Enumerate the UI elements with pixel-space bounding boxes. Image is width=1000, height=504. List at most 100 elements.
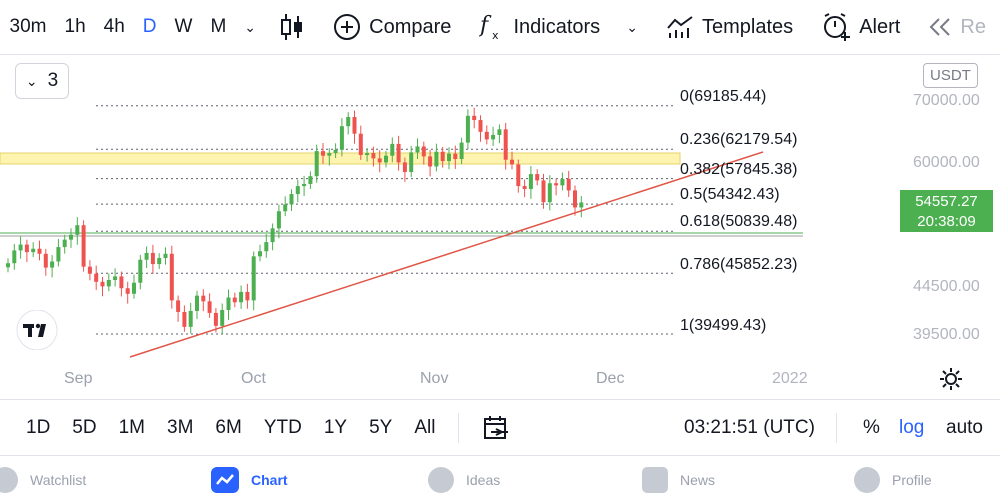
- timeframe-d[interactable]: D: [142, 16, 157, 37]
- nav-profile-label: Profile: [892, 472, 932, 488]
- divider: [458, 412, 460, 443]
- fib-label-0382: 0.382(57845.38): [680, 161, 798, 178]
- range-1d[interactable]: 1D: [26, 416, 51, 438]
- timeframe-4h[interactable]: 4h: [103, 16, 125, 37]
- date-range-icon[interactable]: [483, 415, 509, 441]
- candle: [37, 248, 42, 254]
- nav-chart[interactable]: Chart: [211, 467, 288, 493]
- candle: [69, 234, 73, 240]
- templates-button[interactable]: Templates: [652, 0, 807, 54]
- x-axis-label: Sep: [64, 370, 93, 387]
- candle: [566, 178, 571, 191]
- y-axis-label: 60000.00: [913, 154, 980, 171]
- candle: [541, 180, 546, 203]
- range-all[interactable]: All: [414, 416, 436, 438]
- chevron-down-icon: ⌄: [25, 72, 38, 89]
- y-axis-label: 44500.00: [913, 278, 980, 295]
- candle: [157, 258, 162, 265]
- range-1y[interactable]: 1Y: [323, 416, 348, 438]
- candle: [283, 204, 288, 212]
- range-5d[interactable]: 5D: [72, 416, 97, 438]
- fib-label-05: 0.5(54342.43): [680, 186, 780, 203]
- rewind-icon: [929, 18, 951, 36]
- bar-countdown: 20:38:09: [917, 213, 976, 230]
- candle: [94, 273, 99, 282]
- y-axis-label: 39500.00: [913, 326, 980, 343]
- candles: [6, 107, 584, 335]
- candle: [213, 312, 218, 326]
- auto-toggle[interactable]: auto: [946, 416, 983, 438]
- current-price: 54557.27: [915, 193, 978, 210]
- nav-news[interactable]: News: [642, 467, 715, 493]
- candle: [333, 149, 338, 154]
- candle: [295, 186, 300, 195]
- candle: [75, 225, 80, 235]
- nav-watchlist[interactable]: Watchlist: [0, 467, 86, 493]
- candle: [43, 253, 48, 268]
- tradingview-logo[interactable]: [13, 309, 61, 351]
- percent-toggle[interactable]: %: [863, 416, 880, 438]
- templates-label: Templates: [701, 15, 794, 38]
- timeframe-partial[interactable]: h: [0, 0, 1, 54]
- timeframe-m[interactable]: M: [210, 16, 227, 37]
- nav-news-label: News: [680, 472, 716, 488]
- nav-profile[interactable]: Profile: [854, 467, 932, 493]
- candle: [465, 115, 470, 143]
- candle: [339, 126, 344, 150]
- candle: [547, 183, 552, 203]
- range-6m[interactable]: 6M: [215, 416, 242, 438]
- candle: [346, 117, 351, 127]
- candle: [245, 291, 250, 301]
- range-3m[interactable]: 3M: [167, 416, 194, 438]
- range-5y[interactable]: 5Y: [369, 416, 393, 438]
- alert-button[interactable]: Alert: [807, 0, 914, 54]
- candle: [396, 143, 401, 163]
- range-1m[interactable]: 1M: [118, 416, 145, 438]
- timeframe-1h[interactable]: 1h: [64, 16, 86, 37]
- candle: [106, 280, 111, 287]
- price-chart[interactable]: [0, 55, 1000, 398]
- top-toolbar: h 30m 1h 4h D W M ⌄ Compare fx Indicator…: [0, 0, 1000, 55]
- current-price-badge: 54557.27 20:38:09: [900, 190, 993, 232]
- log-toggle[interactable]: log: [899, 416, 925, 438]
- indicator-count: 3: [47, 70, 59, 91]
- divider: [836, 412, 837, 443]
- candle: [510, 159, 514, 165]
- candle: [289, 194, 294, 205]
- chart-type-button[interactable]: [265, 0, 319, 54]
- candle: [125, 288, 130, 294]
- candle: [226, 297, 231, 310]
- candle: [503, 129, 508, 160]
- range-ytd[interactable]: YTD: [263, 416, 302, 438]
- replay-button[interactable]: Re: [914, 0, 1000, 54]
- chevron-down-icon[interactable]: ⌄: [244, 19, 257, 35]
- candle: [415, 146, 420, 153]
- compare-button[interactable]: Compare: [319, 0, 465, 54]
- settings-gear-icon[interactable]: [939, 367, 963, 391]
- indicators-label: Indicators: [513, 15, 601, 38]
- fib-label-1: 1(39499.43): [680, 317, 767, 334]
- candle: [276, 211, 281, 229]
- candle: [24, 244, 29, 253]
- candle: [409, 152, 414, 172]
- candle: [428, 156, 433, 167]
- alert-label: Alert: [859, 15, 901, 38]
- timeframe-w[interactable]: W: [174, 16, 193, 37]
- watchlist-icon: [0, 467, 18, 493]
- candle: [447, 153, 451, 162]
- fibonacci-lines: [96, 105, 676, 335]
- candle: [239, 291, 244, 303]
- utc-clock[interactable]: 03:21:51 (UTC): [684, 416, 815, 438]
- indicator-collapse-button[interactable]: ⌄ 3: [15, 63, 69, 99]
- tradingview-logo-icon: [16, 309, 58, 351]
- chevron-down-icon[interactable]: ⌄: [626, 18, 638, 35]
- trend-line[interactable]: [129, 151, 764, 358]
- currency-label[interactable]: USDT: [923, 63, 978, 88]
- bottom-nav: Watchlist Chart Ideas News Profile: [0, 455, 1000, 504]
- svg-text:x: x: [492, 29, 499, 42]
- candle: [365, 153, 370, 156]
- nav-watchlist-label: Watchlist: [30, 472, 87, 488]
- timeframe-30m[interactable]: 30m: [9, 16, 47, 37]
- nav-ideas[interactable]: Ideas: [428, 467, 500, 493]
